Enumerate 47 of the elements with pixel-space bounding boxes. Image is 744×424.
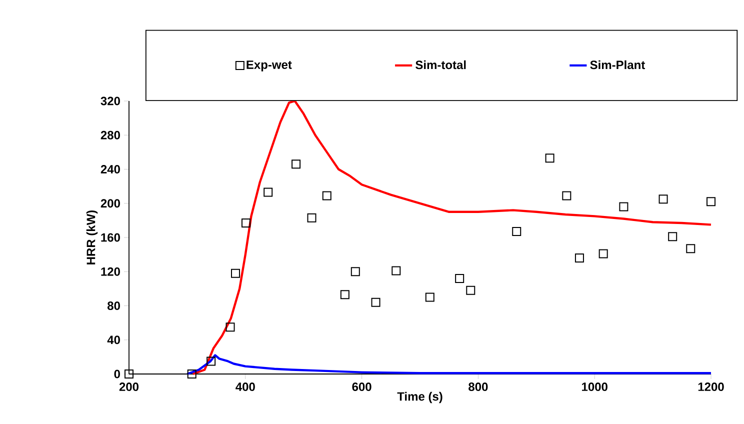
point xyxy=(686,244,696,254)
point xyxy=(658,194,668,204)
y-tick-label: 0 xyxy=(114,370,120,378)
point xyxy=(668,232,678,242)
y-tick-label: 280 xyxy=(100,130,120,140)
point xyxy=(231,268,240,278)
y-tick-label: 200 xyxy=(100,199,120,208)
point xyxy=(562,191,572,200)
x-tick-label: 1000 xyxy=(582,382,608,392)
y-tick-label: 160 xyxy=(101,233,120,242)
point xyxy=(322,191,332,200)
point xyxy=(241,218,250,228)
point xyxy=(466,286,476,295)
x-tick-label: 600 xyxy=(352,382,372,392)
point xyxy=(545,154,554,163)
legend-label: Sim-Plant xyxy=(590,60,645,70)
point xyxy=(350,267,360,276)
y-tick-label: 80 xyxy=(107,302,120,310)
point xyxy=(124,370,134,378)
x-tick-label: 400 xyxy=(236,382,255,392)
point xyxy=(307,213,316,222)
x-tick-label: 800 xyxy=(468,382,488,392)
y-axis-title: HRR (kW) xyxy=(86,210,98,264)
point xyxy=(340,290,350,300)
point xyxy=(512,227,522,236)
point xyxy=(455,274,464,283)
x-axis-title: Time (s) xyxy=(397,392,442,404)
y-tick-label: 320 xyxy=(100,96,120,106)
point xyxy=(187,370,196,378)
legend-label: Sim-total xyxy=(416,60,466,70)
x-tick-label: 1200 xyxy=(698,382,724,392)
point xyxy=(425,292,434,302)
point xyxy=(292,160,301,169)
point xyxy=(706,197,716,206)
point xyxy=(371,298,380,307)
point xyxy=(598,249,608,258)
y-tick-label: 240 xyxy=(100,165,120,174)
y-tick-label: 120 xyxy=(101,267,120,276)
point xyxy=(619,202,628,212)
point xyxy=(206,356,216,366)
x-tick-label: 200 xyxy=(119,382,139,392)
point xyxy=(264,188,273,197)
legend-label: Exp-wet xyxy=(246,60,292,72)
point xyxy=(226,322,235,332)
point xyxy=(574,253,584,262)
y-tick-label: 40 xyxy=(107,336,120,344)
point xyxy=(392,266,401,276)
